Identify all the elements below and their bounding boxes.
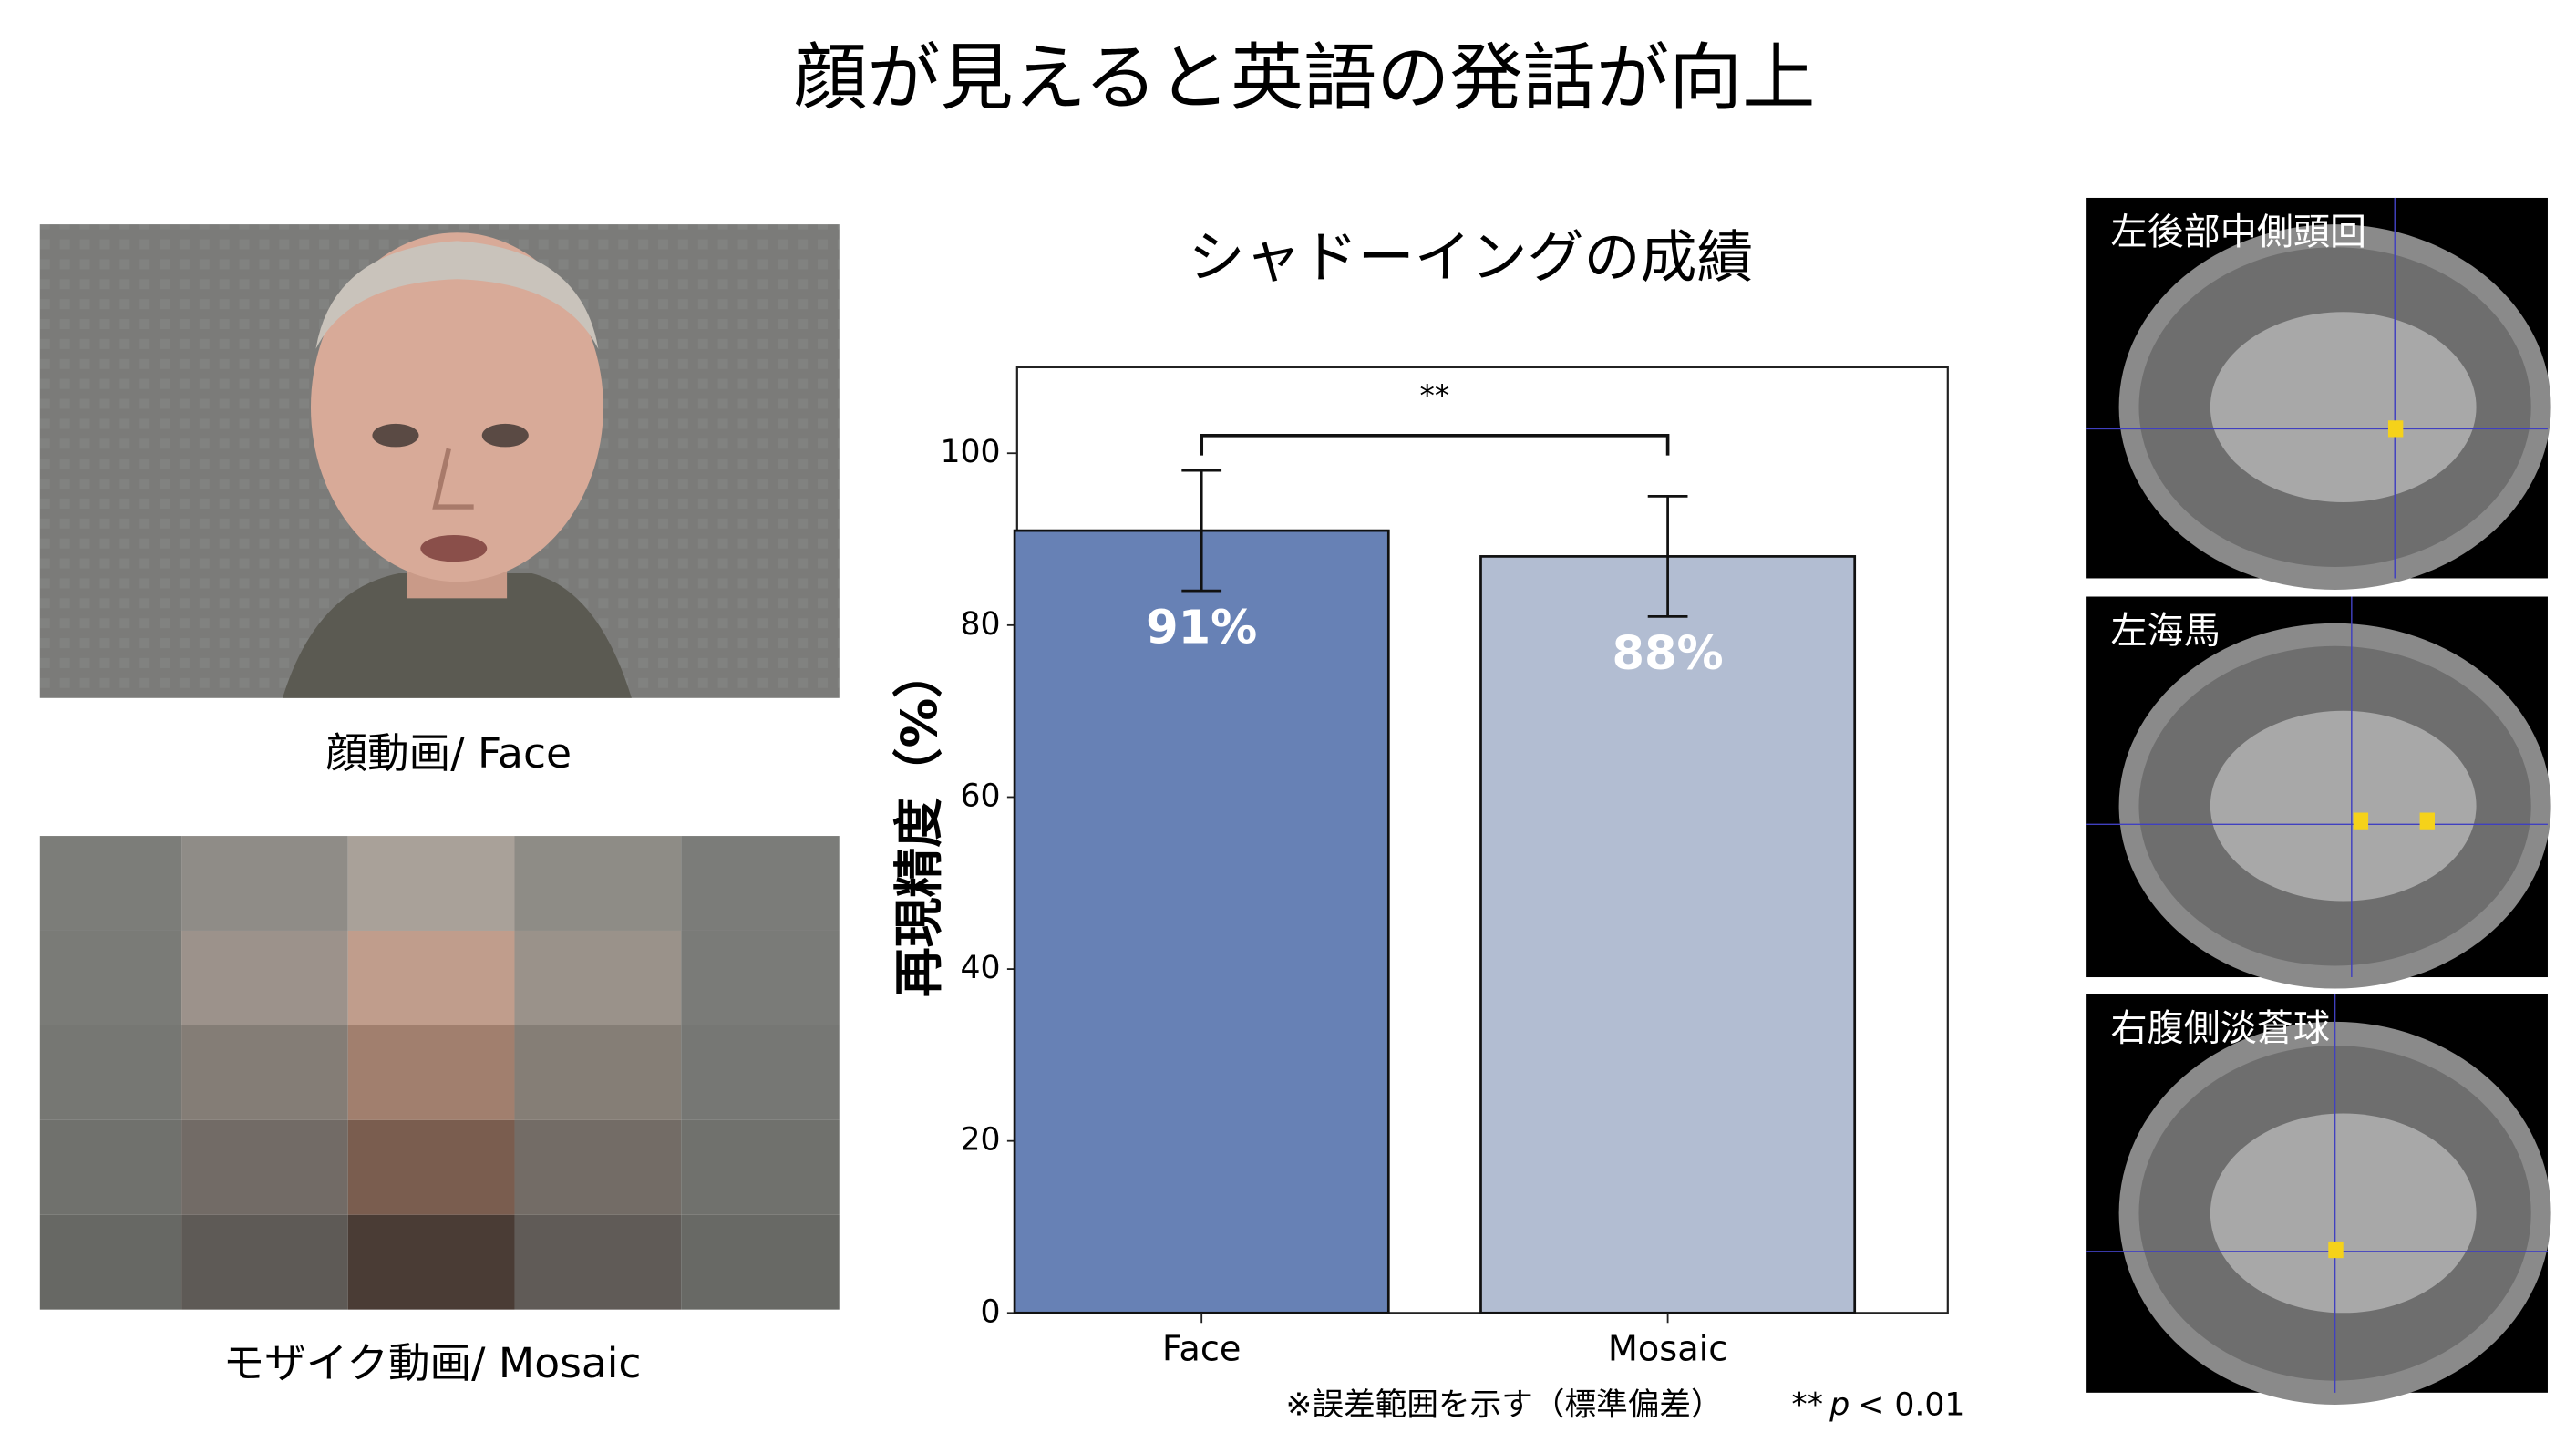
mosaic-tile [181, 1214, 348, 1310]
y-tick-label: 40 [961, 950, 1001, 986]
activation [2387, 420, 2404, 438]
mosaic-tile [514, 1025, 682, 1120]
mosaic-tile [39, 1214, 182, 1310]
mosaic-tile [39, 836, 182, 931]
mosaic-tile [347, 836, 515, 931]
footnote: ※誤差範囲を示す（標準偏差） [1285, 1386, 1722, 1423]
mosaic-tile [681, 1119, 840, 1215]
x-tick-label: Mosaic [1608, 1329, 1727, 1370]
mosaic-tile [347, 1119, 515, 1215]
activation [2353, 812, 2369, 830]
face-photo [39, 224, 840, 698]
significance-bracket [1200, 433, 1670, 456]
bar [1479, 555, 1857, 1314]
y-tick-label: 0 [981, 1293, 1001, 1330]
mosaic-tile [347, 1025, 515, 1120]
y-tick-label: 100 [940, 434, 1000, 470]
mosaic-tile [514, 836, 682, 931]
footnote-sig: ** [1791, 1386, 1823, 1423]
mosaic-tile [514, 930, 682, 1025]
brain-white [2210, 1113, 2477, 1314]
mosaic-tile [181, 1025, 348, 1120]
x-tick-label: Face [1162, 1329, 1242, 1370]
mosaic-tile [347, 930, 515, 1025]
mosaic-tile [181, 1119, 348, 1215]
brain-white [2210, 312, 2477, 502]
mosaic-tile [514, 1214, 682, 1310]
significance-marker: ** [1419, 378, 1449, 413]
mosaic-tile [39, 930, 182, 1025]
y-axis-label: 再現精度（%） [890, 648, 948, 997]
y-tick-label: 60 [961, 778, 1001, 814]
brain-label: 右腹側淡蒼球 [2110, 1007, 2330, 1049]
mosaic-photo [39, 836, 840, 1310]
mosaic-tile [347, 1214, 515, 1310]
activation [2328, 1241, 2344, 1259]
mosaic-tile [681, 1214, 840, 1310]
footnote-p: p [1829, 1386, 1850, 1423]
y-tick-label: 80 [961, 606, 1001, 643]
mosaic-tile [39, 1025, 182, 1120]
mosaic-tile [681, 1025, 840, 1120]
slide-title: 顔が見えると英語の発話が向上 [794, 36, 1815, 120]
mosaic-tile [514, 1119, 682, 1215]
error-bar [1181, 469, 1222, 593]
brain-label: 左海馬 [2110, 611, 2220, 653]
mosaic-tile [681, 836, 840, 931]
mosaic-caption: モザイク動画/ Mosaic [223, 1339, 642, 1387]
face-caption: 顔動画/ Face [326, 729, 572, 778]
value-label: 88% [1613, 627, 1724, 681]
y-tick-label: 20 [961, 1122, 1001, 1159]
activation [2419, 812, 2435, 830]
brain-label: 左後部中側頭回 [2110, 211, 2366, 253]
mosaic-tile [181, 836, 348, 931]
mosaic-tile [39, 1119, 182, 1215]
mosaic-tile [681, 930, 840, 1025]
brain-white [2210, 710, 2477, 902]
value-label: 91% [1146, 601, 1257, 654]
footnote-threshold: < 0.01 [1858, 1386, 1964, 1423]
chart-title: シャドーイングの成績 [1189, 223, 1754, 290]
error-bar [1647, 495, 1688, 618]
mosaic-tile [181, 930, 348, 1025]
